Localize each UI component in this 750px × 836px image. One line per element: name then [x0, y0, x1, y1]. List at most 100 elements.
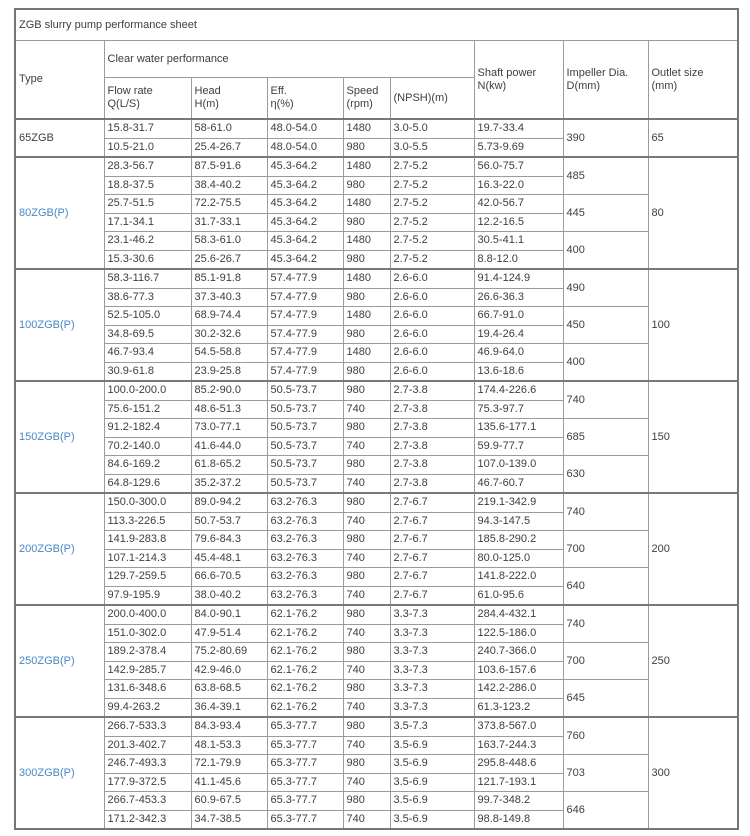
cell-eff: 63.2-76.3 — [266, 511, 344, 531]
cell-speed: 740 — [342, 473, 391, 494]
col-header-type: Type — [14, 40, 105, 120]
cell-eff: 45.3-64.2 — [266, 231, 344, 251]
table-row: 84.6-169.2 61.8-65.2 50.5-73.7 980 2.7-3.8 10… — [15, 455, 738, 494]
cell-flow-rate: 171.2-342.3 — [103, 809, 192, 830]
cell-eff: 65.3-77.7 — [266, 772, 344, 792]
cell-speed: 740 — [342, 436, 391, 456]
table-row: 38.6-77.3 37.3-40.3 57.4-77.9 980 2.6-6.0 26.… — [15, 287, 738, 307]
cell-speed: 980 — [342, 791, 391, 811]
cell-shaft-power: 240.7-366.0 — [473, 642, 564, 662]
cell-eff: 48.0-54.0 — [266, 137, 344, 158]
cell-speed: 1480 — [342, 118, 391, 139]
cell-impeller-dia: 685 — [562, 418, 649, 456]
cell-npsh: 2.7-6.7 — [389, 585, 475, 606]
cell-pump-type[interactable]: 150ZGB(P) — [14, 380, 105, 494]
cell-npsh: 2.7-5.2 — [389, 249, 475, 270]
cell-head: 84.0-90.1 — [190, 604, 268, 625]
cell-flow-rate: 97.9-195.9 — [103, 585, 192, 606]
table-row: 150ZGB(P) 100.0-200.0 85.2-90.0 50.5-73.7 98… — [14, 380, 739, 494]
cell-speed: 980 — [342, 492, 391, 513]
table-row: 18.8-37.5 38.4-40.2 45.3-64.2 980 2.7-5.2 16.… — [15, 175, 738, 195]
cell-npsh: 3.3-7.3 — [389, 660, 475, 680]
cell-shaft-power: 103.6-157.6 — [473, 660, 564, 680]
cell-eff: 50.5-73.7 — [266, 399, 344, 419]
cell-flow-rate: 246.7-493.3 — [103, 754, 192, 774]
cell-head: 85.2-90.0 — [190, 380, 268, 401]
table-row: 250ZGB(P) 200.0-400.0 84.0-90.1 62.1-76.2 98… — [14, 604, 739, 718]
cell-shaft-power: 16.3-22.0 — [473, 175, 564, 195]
cell-speed: 980 — [342, 380, 391, 401]
cell-npsh: 3.5-6.9 — [389, 772, 475, 792]
cell-npsh: 2.6-6.0 — [389, 287, 475, 307]
cell-eff: 50.5-73.7 — [266, 473, 344, 494]
cell-pump-type[interactable]: 80ZGB(P) — [14, 156, 105, 270]
cell-eff: 45.3-64.2 — [266, 249, 344, 270]
cell-speed: 740 — [342, 697, 391, 718]
cell-eff: 50.5-73.7 — [266, 380, 344, 401]
cell-impeller-dia: 490 — [562, 268, 649, 307]
cell-impeller-dia: 390 — [562, 118, 649, 158]
table-row: 129.7-259.5 66.6-70.5 63.2-76.3 980 2.7-6.7 1… — [15, 567, 738, 606]
cell-flow-rate: 266.7-533.3 — [103, 716, 192, 737]
table-row: 99.4-263.2 36.4-39.1 62.1-76.2 740 3.3-7.3 61… — [15, 697, 738, 718]
cell-speed: 980 — [342, 361, 391, 382]
cell-head: 37.3-40.3 — [190, 287, 268, 307]
cell-impeller-dia: 400 — [562, 231, 649, 270]
cell-pump-type: 65ZGB — [14, 118, 105, 158]
cell-head: 63.8-68.5 — [190, 679, 268, 699]
cell-head: 30.2-32.6 — [190, 324, 268, 344]
cell-impeller-dia: 740 — [562, 380, 649, 419]
cell-eff: 62.1-76.2 — [266, 623, 344, 643]
col-header-speed: Speed (rpm) — [342, 77, 391, 120]
cell-shaft-power: 61.3-123.2 — [473, 697, 564, 718]
cell-head: 89.0-94.2 — [190, 492, 268, 513]
cell-npsh: 3.3-7.3 — [389, 623, 475, 643]
cell-eff: 65.3-77.7 — [266, 754, 344, 774]
cell-outlet-size: 80 — [647, 156, 739, 270]
cell-flow-rate: 38.6-77.3 — [103, 287, 192, 307]
cell-speed: 980 — [342, 324, 391, 344]
cell-impeller-dia: 700 — [562, 530, 649, 568]
cell-shaft-power: 295.8-448.6 — [473, 754, 564, 774]
cell-eff: 62.1-76.2 — [266, 697, 344, 718]
cell-impeller-dia: 703 — [562, 754, 649, 792]
cell-head: 41.1-45.6 — [190, 772, 268, 792]
cell-speed: 980 — [342, 418, 391, 438]
cell-pump-type[interactable]: 300ZGB(P) — [14, 716, 105, 830]
cell-head: 23.9-25.8 — [190, 361, 268, 382]
cell-flow-rate: 100.0-200.0 — [103, 380, 192, 401]
cell-flow-rate: 23.1-46.2 — [103, 231, 192, 251]
cell-flow-rate: 84.6-169.2 — [103, 455, 192, 475]
cell-eff: 62.1-76.2 — [266, 660, 344, 680]
cell-shaft-power: 142.2-286.0 — [473, 679, 564, 699]
cell-head: 72.1-79.9 — [190, 754, 268, 774]
cell-pump-type[interactable]: 100ZGB(P) — [14, 268, 105, 382]
cell-npsh: 3.3-7.3 — [389, 642, 475, 662]
cell-shaft-power: 66.7-91.0 — [473, 306, 564, 326]
col-header-npsh: (NPSH)(m) — [389, 77, 475, 120]
table-row: 91.2-182.4 73.0-77.1 50.5-73.7 980 2.7-3.8 13… — [15, 418, 738, 456]
cell-npsh: 2.7-5.2 — [389, 231, 475, 251]
cell-pump-type[interactable]: 250ZGB(P) — [14, 604, 105, 718]
cell-eff: 63.2-76.3 — [266, 548, 344, 568]
cell-head: 73.0-77.1 — [190, 418, 268, 438]
table-row: 171.2-342.3 34.7-38.5 65.3-77.7 740 3.5-6.9 9… — [15, 809, 738, 830]
cell-speed: 1480 — [342, 231, 391, 251]
cell-shaft-power: 122.5-186.0 — [473, 623, 564, 643]
cell-npsh: 2.6-6.0 — [389, 306, 475, 326]
cell-flow-rate: 17.1-34.1 — [103, 212, 192, 232]
cell-npsh: 2.7-6.7 — [389, 492, 475, 513]
cell-speed: 1480 — [342, 306, 391, 326]
cell-shaft-power: 219.1-342.9 — [473, 492, 564, 513]
table-row: 65ZGB 15.8-31.7 58-61.0 48.0-54.0 1480 3.0-5.… — [14, 118, 739, 158]
cell-flow-rate: 177.9-372.5 — [103, 772, 192, 792]
cell-head: 60.9-67.5 — [190, 791, 268, 811]
cell-eff: 57.4-77.9 — [266, 361, 344, 382]
table-row: 52.5-105.0 68.9-74.4 57.4-77.9 1480 2.6-6.0 6… — [15, 306, 738, 344]
col-header-flow-rate: Flow rate Q(L/S) — [103, 77, 192, 120]
cell-eff: 65.3-77.7 — [266, 716, 344, 737]
cell-pump-type[interactable]: 200ZGB(P) — [14, 492, 105, 606]
cell-speed: 980 — [342, 455, 391, 475]
cell-flow-rate: 201.3-402.7 — [103, 735, 192, 755]
cell-eff: 63.2-76.3 — [266, 492, 344, 513]
